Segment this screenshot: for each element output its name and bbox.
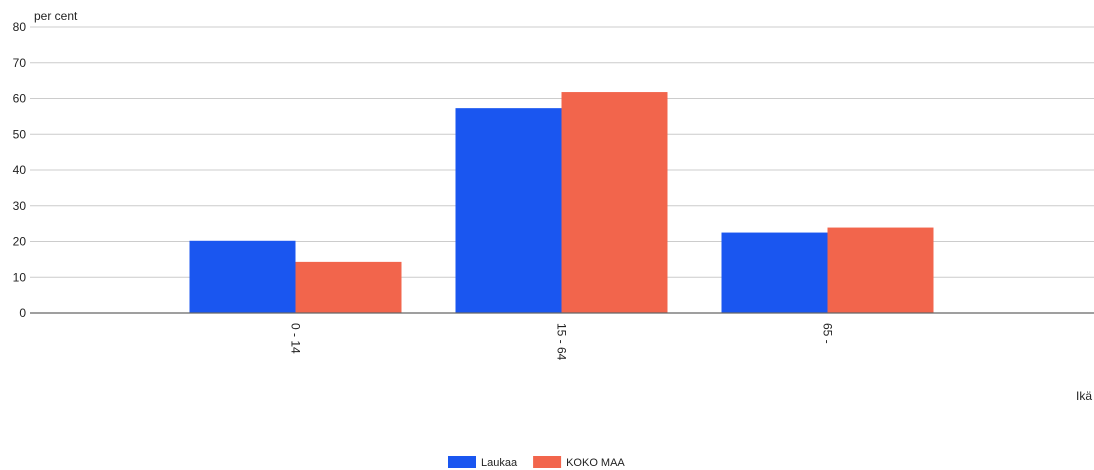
- y-tick-label: 50: [13, 127, 27, 141]
- bar-laukaa-1: [455, 108, 562, 313]
- y-axis-ticks: 0 10 20 30 40 50 60 70 80: [13, 20, 27, 320]
- bars: [189, 92, 934, 313]
- bar-koko-maa-1: [561, 92, 668, 313]
- x-tick-label: 15 - 64: [555, 323, 569, 361]
- x-tick-label: 65 -: [821, 323, 835, 344]
- bar-koko-maa-2: [827, 227, 934, 313]
- y-tick-label: 30: [13, 199, 27, 213]
- x-axis-title: Ikä: [1076, 389, 1092, 403]
- y-tick-label: 40: [13, 163, 27, 177]
- y-axis-title: per cent: [34, 9, 78, 23]
- y-tick-label: 0: [19, 306, 26, 320]
- bar-laukaa-0: [189, 240, 296, 313]
- legend-swatch-laukaa: [448, 456, 476, 468]
- legend-label-laukaa: Laukaa: [481, 457, 518, 469]
- legend-swatch-koko-maa: [533, 456, 562, 468]
- legend-label-koko-maa: KOKO MAA: [566, 457, 625, 469]
- x-tick-label: 0 - 14: [289, 323, 303, 354]
- bar-koko-maa-0: [295, 261, 402, 313]
- y-tick-label: 10: [13, 270, 27, 284]
- y-tick-label: 60: [13, 92, 27, 106]
- y-tick-label: 70: [13, 56, 27, 70]
- bar-laukaa-2: [721, 232, 828, 313]
- legend: Laukaa KOKO MAA: [448, 456, 625, 469]
- y-tick-label: 20: [13, 235, 27, 249]
- x-axis-ticks: 0 - 14 15 - 64 65 -: [289, 323, 835, 361]
- y-tick-label: 80: [13, 20, 27, 34]
